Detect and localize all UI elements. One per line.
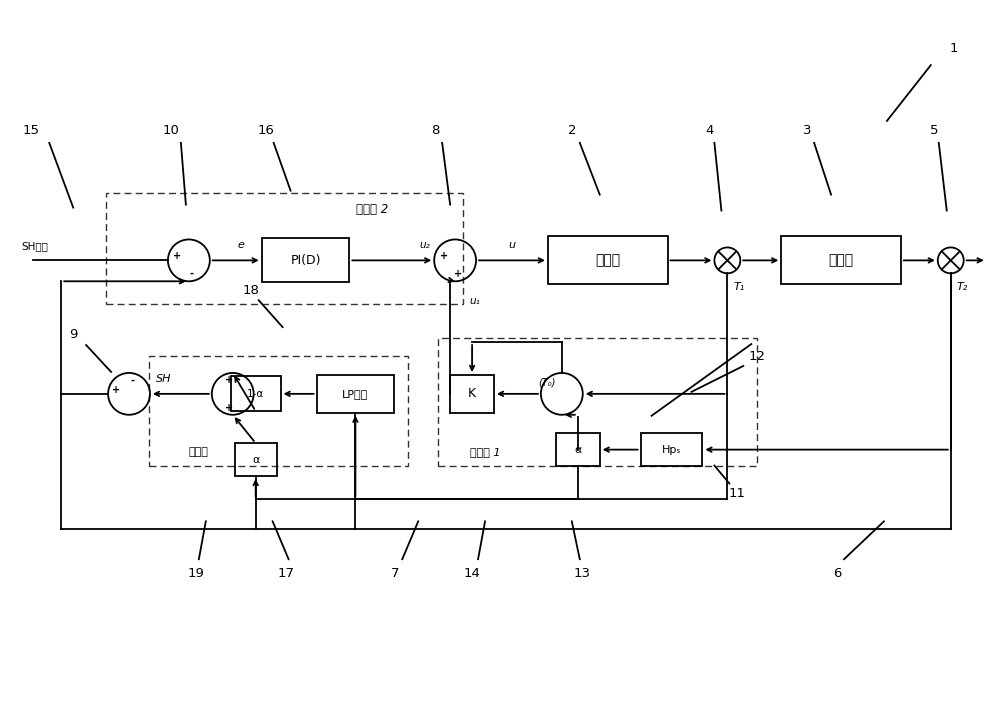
Bar [641, 433, 702, 466]
Text: e: e [237, 241, 244, 251]
Text: 蒸发器: 蒸发器 [828, 253, 854, 268]
Text: 6: 6 [833, 567, 841, 580]
Bar [231, 377, 281, 412]
Text: SH: SH [156, 374, 171, 384]
Text: 滤波器: 滤波器 [189, 446, 209, 456]
Text: 7: 7 [391, 567, 400, 580]
Text: α: α [252, 454, 259, 465]
Text: 4: 4 [705, 125, 714, 137]
Text: +: + [173, 251, 181, 261]
Text: 1-α: 1-α [247, 389, 264, 399]
Text: 15: 15 [23, 125, 40, 137]
Bar [781, 236, 901, 284]
Text: 控制器 2: 控制器 2 [356, 203, 388, 216]
Text: u: u [508, 241, 515, 251]
Text: +: + [225, 403, 233, 413]
Bar [262, 239, 349, 282]
Text: +: + [225, 375, 233, 385]
Text: T₁: T₁ [733, 282, 745, 293]
Text: LP蒸发: LP蒸发 [342, 389, 369, 399]
Bar [106, 193, 463, 304]
Text: T₂: T₂ [957, 282, 968, 293]
Text: 14: 14 [464, 567, 481, 580]
Bar [149, 356, 408, 466]
Text: 9: 9 [69, 328, 77, 340]
Bar [438, 338, 757, 466]
Text: 16: 16 [257, 125, 274, 137]
Text: u₁: u₁ [470, 296, 480, 306]
Bar [317, 375, 394, 413]
Text: 13: 13 [573, 567, 590, 580]
Text: u₂: u₂ [420, 241, 431, 251]
Text: +: + [112, 385, 121, 395]
Text: 8: 8 [431, 125, 439, 137]
Text: 10: 10 [162, 125, 179, 137]
Text: 5: 5 [930, 125, 938, 137]
Text: 1: 1 [949, 42, 958, 55]
Text: 3: 3 [803, 125, 811, 137]
Text: 12: 12 [749, 350, 766, 364]
Bar [235, 443, 277, 476]
Text: 19: 19 [187, 567, 204, 580]
Text: -: - [190, 269, 194, 279]
Text: +: + [454, 269, 462, 279]
Text: K: K [468, 387, 476, 400]
Text: PI(D): PI(D) [290, 254, 321, 267]
Text: 2: 2 [568, 125, 576, 137]
Text: 膨胀阀: 膨胀阀 [595, 253, 620, 268]
Text: -: - [130, 376, 134, 386]
Text: Hpₛ: Hpₛ [662, 444, 681, 455]
Bar [548, 236, 668, 284]
Text: SH参考: SH参考 [21, 241, 48, 251]
Text: +: + [440, 251, 448, 261]
Bar [556, 433, 600, 466]
Bar [450, 375, 494, 413]
Text: 控制器 1: 控制器 1 [470, 446, 500, 456]
Text: 18: 18 [242, 284, 259, 297]
Text: 17: 17 [277, 567, 294, 580]
Text: (T₀): (T₀) [538, 378, 556, 388]
Text: 11: 11 [729, 487, 746, 500]
Text: α: α [574, 444, 581, 455]
